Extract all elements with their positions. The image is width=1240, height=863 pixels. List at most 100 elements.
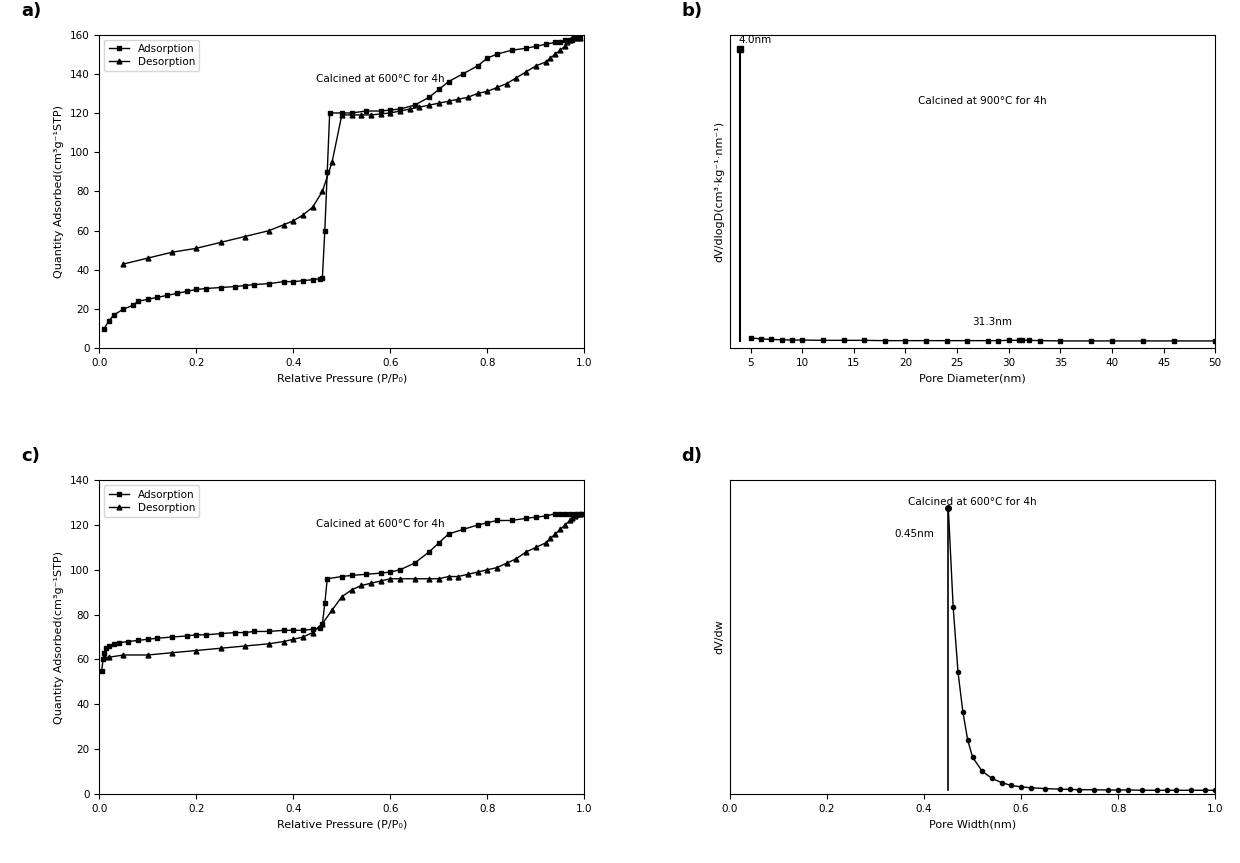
Adsorption [277, 276, 291, 287]
Desorption [422, 574, 436, 584]
Desorption [538, 57, 553, 67]
Desorption [572, 34, 587, 44]
Desorption [165, 647, 180, 658]
Adsorption [480, 518, 495, 528]
Desorption [363, 578, 378, 589]
Desorption [470, 88, 485, 98]
Adsorption [97, 324, 112, 334]
Desorption [412, 102, 427, 112]
Desorption [500, 79, 515, 89]
Desorption [567, 511, 582, 521]
Desorption [373, 109, 388, 119]
Text: Calcined at 900°C for 4h: Calcined at 900°C for 4h [918, 96, 1047, 105]
Desorption [560, 37, 575, 47]
Desorption [563, 35, 578, 46]
Desorption [548, 49, 563, 60]
Desorption [538, 538, 553, 548]
Adsorption [407, 100, 422, 110]
Desorption [470, 567, 485, 577]
X-axis label: Pore Diameter(nm): Pore Diameter(nm) [919, 374, 1025, 384]
Desorption [262, 639, 277, 649]
Desorption [543, 533, 558, 544]
Desorption [460, 92, 475, 103]
Adsorption [373, 568, 388, 578]
Desorption [140, 253, 155, 263]
Desorption [102, 652, 117, 663]
Desorption [518, 546, 533, 557]
X-axis label: Pore Width(nm): Pore Width(nm) [929, 819, 1016, 829]
Adsorption [317, 225, 332, 236]
Desorption [407, 574, 422, 584]
Desorption [286, 216, 301, 226]
Y-axis label: dV/dlogD(cm³·kg⁻¹·nm⁻¹): dV/dlogD(cm³·kg⁻¹·nm⁻¹) [714, 121, 724, 262]
Line: Desorption: Desorption [102, 512, 582, 659]
Desorption [393, 106, 408, 117]
Adsorption [383, 104, 398, 115]
Desorption [353, 580, 368, 590]
Adsorption [198, 630, 213, 640]
Desorption [393, 574, 408, 584]
Desorption [432, 98, 446, 109]
Desorption [117, 259, 131, 269]
Desorption [117, 650, 131, 660]
Desorption [213, 237, 228, 248]
Adsorption [553, 508, 568, 519]
Adsorption [358, 569, 373, 579]
Desorption [451, 571, 466, 582]
Desorption [305, 627, 320, 638]
Desorption [262, 225, 277, 236]
Desorption [343, 585, 358, 595]
Desorption [295, 632, 310, 642]
Text: c): c) [21, 447, 41, 465]
Desorption [563, 515, 578, 526]
Desorption [315, 619, 330, 629]
Desorption [213, 643, 228, 653]
Desorption [500, 557, 515, 568]
Line: Adsorption: Adsorption [99, 512, 584, 673]
Desorption [277, 219, 291, 230]
Desorption [165, 247, 180, 257]
Legend: Adsorption, Desorption: Adsorption, Desorption [104, 485, 200, 517]
Desorption [305, 202, 320, 212]
Line: Desorption: Desorption [122, 36, 582, 267]
Desorption [567, 34, 582, 44]
Line: Adsorption: Adsorption [102, 36, 582, 331]
Desorption [572, 508, 587, 519]
Desorption [510, 72, 525, 83]
Adsorption [548, 508, 563, 519]
Adsorption [572, 34, 587, 44]
Desorption [402, 104, 417, 114]
Desorption [518, 66, 533, 77]
Desorption [432, 574, 446, 584]
Desorption [325, 605, 340, 615]
Desorption [343, 110, 358, 120]
Adsorption [574, 508, 589, 519]
Desorption [543, 53, 558, 63]
Desorption [480, 564, 495, 575]
Desorption [383, 108, 398, 118]
Desorption [295, 210, 310, 220]
Desorption [335, 591, 350, 602]
Text: Calcined at 600°C for 4h: Calcined at 600°C for 4h [316, 520, 445, 529]
Y-axis label: dV/dw: dV/dw [714, 620, 724, 654]
Desorption [490, 82, 505, 92]
Adsorption [125, 300, 140, 311]
Desorption [569, 508, 584, 519]
Desorption [188, 243, 203, 254]
Text: a): a) [21, 2, 42, 20]
Text: 31.3nm: 31.3nm [972, 317, 1013, 327]
Desorption [490, 563, 505, 573]
Text: b): b) [682, 2, 703, 20]
Desorption [558, 520, 573, 530]
Desorption [553, 45, 568, 55]
Desorption [451, 94, 466, 104]
Text: d): d) [682, 447, 703, 465]
Desorption [363, 110, 378, 120]
Desorption [237, 231, 252, 242]
Desorption [565, 513, 580, 524]
Adsorption [558, 35, 573, 46]
Desorption [373, 576, 388, 586]
Desorption [548, 529, 563, 539]
Desorption [353, 110, 368, 120]
Desorption [553, 525, 568, 535]
